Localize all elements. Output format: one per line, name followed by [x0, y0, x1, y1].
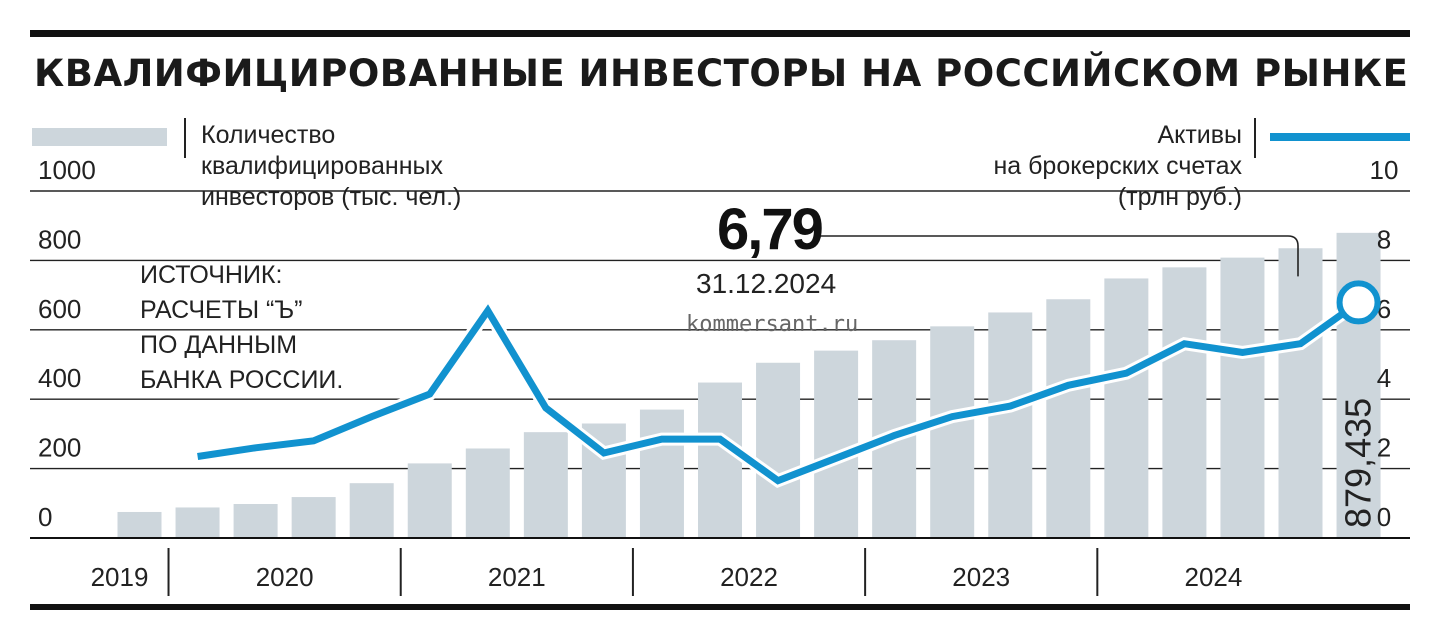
chart-title: КВАЛИФИЦИРОВАННЫЕ ИНВЕСТОРЫ НА РОССИЙСКО…	[34, 52, 1409, 95]
callout-value: 6,79	[717, 197, 824, 262]
legend-separator	[1254, 118, 1256, 158]
y-right-tick-label: 2	[1377, 433, 1391, 463]
bottom-rule	[30, 604, 1410, 610]
bar	[1046, 299, 1091, 538]
y-right-tick-label: 0	[1377, 502, 1391, 532]
bar	[291, 497, 336, 538]
bar	[698, 382, 742, 538]
x-tick-label: 2019	[91, 562, 149, 592]
y-left-tick-label: 1000	[38, 155, 96, 185]
legend-right-line: (трлн руб.)	[1117, 183, 1242, 211]
bar	[756, 362, 801, 538]
watermark: kommersant.ru	[686, 312, 859, 337]
last-bar-value-label: 879,435	[1338, 398, 1379, 528]
x-tick-label: 2021	[488, 562, 546, 592]
y-left-tick-label: 400	[38, 363, 81, 393]
legend-right-line: Активы	[1157, 121, 1242, 149]
x-tick-label: 2020	[256, 562, 314, 592]
series-line	[197, 299, 1361, 485]
bar	[1104, 278, 1149, 538]
bar	[930, 326, 975, 538]
y-right-tick-label: 10	[1370, 155, 1399, 185]
legend-left-line: квалифицированных	[201, 152, 444, 180]
x-tick-label: 2023	[952, 562, 1010, 592]
bar	[175, 507, 220, 538]
legend-line-swatch	[1270, 133, 1410, 141]
bar	[523, 432, 568, 538]
legend-right-label: Активы на брокерских счетах (трлн руб.)	[993, 120, 1242, 213]
legend-right-line: на брокерских счетах	[993, 152, 1242, 180]
source-line: БАНКА РОССИИ.	[140, 366, 344, 394]
bar	[988, 312, 1033, 538]
series-end-marker	[1336, 280, 1381, 325]
callout-date: 31.12.2024	[696, 268, 837, 299]
source-line: ПО ДАННЫМ	[140, 331, 298, 359]
y-right-tick-label: 4	[1377, 363, 1391, 393]
legend-separator	[184, 118, 186, 158]
y-left-tick-label: 200	[38, 433, 81, 463]
bar	[1278, 248, 1323, 538]
bar	[1162, 267, 1207, 538]
bar	[814, 350, 859, 538]
bar	[465, 448, 510, 538]
legend-left-line: инвесторов (тыс. чел.)	[201, 183, 462, 211]
top-rule	[30, 30, 1410, 37]
bar	[639, 409, 684, 538]
source-line: РАСЧЕТЫ “Ъ”	[140, 296, 303, 324]
x-tick-label: 2024	[1185, 562, 1243, 592]
bar	[233, 503, 278, 538]
y-left-tick-label: 0	[38, 502, 52, 532]
bar	[407, 463, 452, 538]
x-tick-label: 2022	[720, 562, 778, 592]
legend-left-line: Количество	[201, 121, 336, 149]
bar	[117, 511, 162, 538]
callout-leader-line	[815, 235, 1299, 277]
legend-left-label: Количество квалифицированных инвесторов …	[201, 120, 461, 213]
source-line: ИСТОЧНИК:	[140, 261, 283, 289]
bar	[349, 483, 394, 538]
source-note: ИСТОЧНИК: РАСЧЕТЫ “Ъ” ПО ДАННЫМ БАНКА РО…	[140, 258, 343, 398]
legend-bar-swatch	[32, 128, 167, 146]
bar	[1220, 257, 1265, 538]
y-left-tick-label: 800	[38, 224, 81, 254]
y-right-tick-label: 8	[1377, 224, 1391, 254]
y-left-tick-label: 600	[38, 294, 81, 324]
